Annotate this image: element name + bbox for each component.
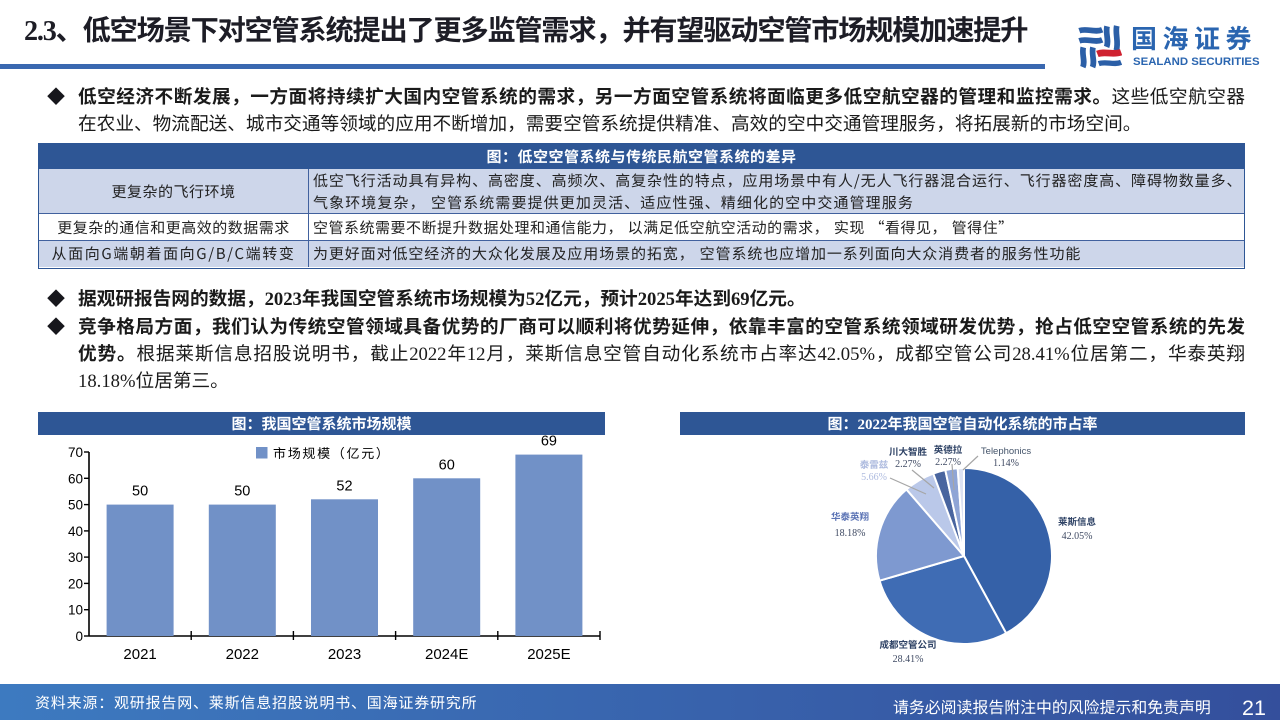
svg-text:0: 0 [75,629,83,644]
svg-text:2023: 2023 [328,646,361,663]
svg-text:市场规模（亿元）: 市场规模（亿元） [273,443,391,462]
svg-text:2025E: 2025E [527,646,570,663]
svg-text:70: 70 [68,445,83,460]
svg-text:50: 50 [234,484,250,500]
svg-text:2024E: 2024E [425,646,468,663]
svg-text:2021: 2021 [123,646,156,663]
svg-text:52: 52 [336,478,352,494]
svg-text:20: 20 [68,576,83,591]
svg-text:50: 50 [68,498,83,513]
svg-text:30: 30 [68,550,83,565]
svg-text:10: 10 [68,603,83,618]
svg-text:50: 50 [132,484,148,500]
svg-text:69: 69 [541,435,557,450]
svg-text:60: 60 [439,457,455,473]
svg-text:60: 60 [68,471,83,486]
svg-text:2022: 2022 [226,646,259,663]
svg-text:40: 40 [68,524,83,539]
